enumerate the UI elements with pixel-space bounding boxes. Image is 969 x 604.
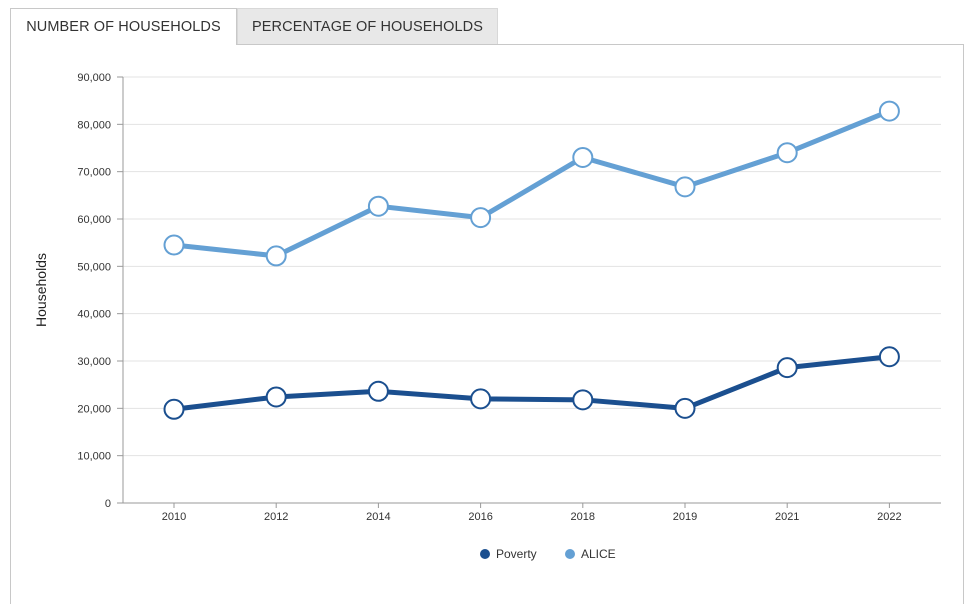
y-tick-label: 30,000 (77, 356, 111, 368)
data-point-poverty[interactable] (265, 386, 287, 408)
y-tick-label: 0 (105, 498, 111, 510)
series-points (163, 100, 900, 420)
legend-item-alice[interactable]: ALICE (565, 547, 616, 561)
chart-panel (10, 44, 964, 604)
y-tick-label: 20,000 (77, 403, 111, 415)
x-tick-label: 2022 (877, 511, 901, 523)
x-tick-label: 2021 (775, 511, 799, 523)
legend-marker (480, 549, 490, 559)
data-point-poverty[interactable] (674, 397, 696, 419)
data-point-alice[interactable] (776, 142, 798, 164)
tab-percentage-of-households[interactable]: PERCENTAGE OF HOUSEHOLDS (237, 8, 498, 44)
data-point-poverty[interactable] (367, 380, 389, 402)
data-point-alice[interactable] (265, 245, 287, 267)
y-tick-label: 10,000 (77, 451, 111, 463)
y-tick-label: 60,000 (77, 214, 111, 226)
line-chart: 0 10,000 20,000 30,000 40,000 50,000 60,000 70,… (33, 72, 941, 561)
data-point-poverty[interactable] (470, 388, 492, 410)
series-lines (171, 108, 892, 412)
y-tick-label: 90,000 (77, 72, 111, 84)
data-point-alice[interactable] (878, 100, 900, 122)
y-tick-label: 50,000 (77, 261, 111, 273)
data-point-alice[interactable] (572, 146, 594, 168)
legend-marker (565, 549, 575, 559)
x-tick-labels: 2010 2012 2014 2016 2018 2019 2021 2022 (162, 511, 902, 523)
legend: Poverty ALICE (480, 547, 616, 561)
y-tick-label: 80,000 (77, 119, 111, 131)
x-tick-label: 2010 (162, 511, 186, 523)
data-point-alice[interactable] (470, 207, 492, 229)
data-point-poverty[interactable] (878, 346, 900, 368)
y-tick-label: 40,000 (77, 309, 111, 321)
data-point-alice[interactable] (163, 234, 185, 256)
series-line-alice (171, 108, 892, 259)
x-tick-label: 2014 (366, 511, 390, 523)
x-tick-label: 2018 (571, 511, 595, 523)
y-tick-labels: 0 10,000 20,000 30,000 40,000 50,000 60,000 70,… (77, 72, 111, 510)
series-line-poverty (171, 354, 892, 412)
data-point-poverty[interactable] (572, 389, 594, 411)
tab-number-of-households[interactable]: NUMBER OF HOUSEHOLDS (10, 8, 237, 45)
legend-label: Poverty (496, 547, 537, 561)
x-tick-label: 2012 (264, 511, 288, 523)
legend-label: ALICE (581, 547, 616, 561)
y-tick-label: 70,000 (77, 167, 111, 179)
x-tick-label: 2019 (673, 511, 697, 523)
grid-lines (117, 76, 941, 504)
legend-item-poverty[interactable]: Poverty (480, 547, 537, 561)
data-point-alice[interactable] (367, 195, 389, 217)
axes (122, 77, 941, 508)
data-point-poverty[interactable] (776, 357, 798, 379)
data-point-alice[interactable] (674, 176, 696, 198)
x-tick-label: 2016 (468, 511, 492, 523)
y-axis-title: Households (33, 253, 49, 327)
data-point-poverty[interactable] (163, 398, 185, 420)
